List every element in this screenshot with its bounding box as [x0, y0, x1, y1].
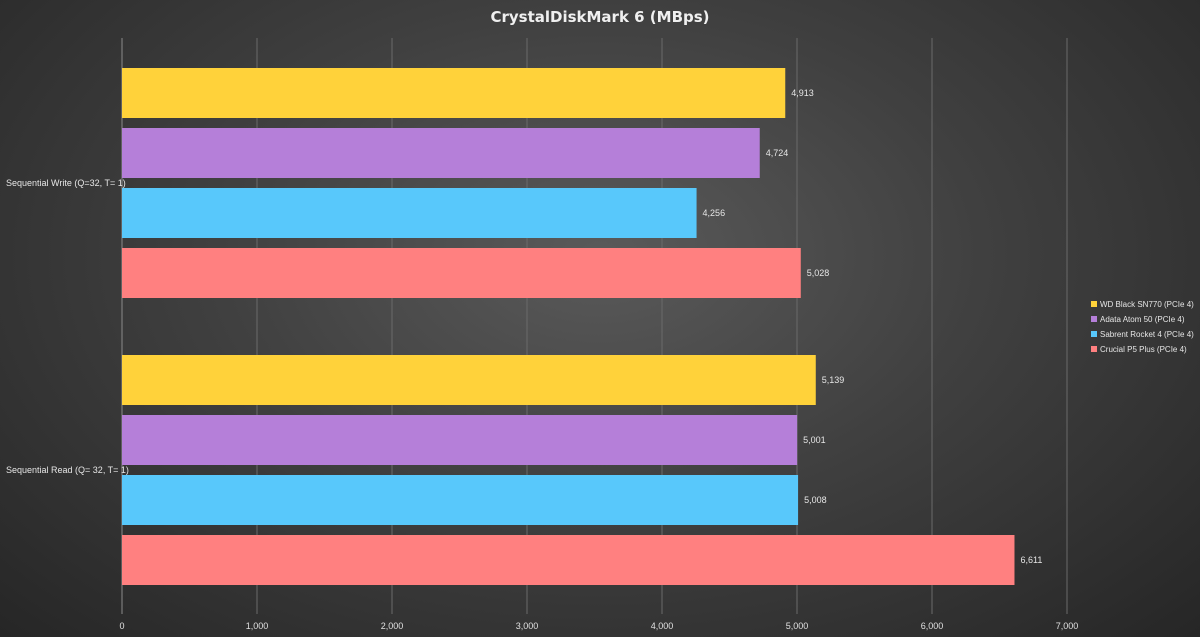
x-tick-label: 0	[119, 621, 124, 631]
legend-swatch	[1091, 316, 1097, 322]
chart-title: CrystalDiskMark 6 (MBps)	[490, 8, 709, 26]
gridlines	[121, 38, 1068, 614]
bar	[122, 415, 798, 465]
category-label: Sequential Read (Q= 32, T= 1)	[6, 465, 129, 475]
legend-label: Sabrent Rocket 4 (PCIe 4)	[1100, 330, 1194, 339]
data-label: 5,008	[804, 495, 827, 505]
x-tick-label: 3,000	[516, 621, 539, 631]
legend-swatch	[1091, 346, 1097, 352]
legend-label: Adata Atom 50 (PCIe 4)	[1100, 315, 1185, 324]
legend-swatch	[1091, 331, 1097, 337]
bar	[122, 68, 786, 118]
bar	[122, 475, 799, 525]
legend-swatch	[1091, 301, 1097, 307]
bar	[122, 128, 760, 178]
x-tick-label: 2,000	[381, 621, 404, 631]
data-label: 5,001	[803, 435, 826, 445]
bar	[122, 535, 1015, 585]
legend-label: WD Black SN770 (PCIe 4)	[1100, 300, 1194, 309]
bar	[122, 248, 801, 298]
x-tick-label: 6,000	[921, 621, 944, 631]
bar	[122, 355, 816, 405]
data-label: 5,028	[807, 268, 830, 278]
bars: 4,913 4,724 4,256 5,028 5,139 5,001 5,008 6,611	[122, 68, 1042, 585]
data-label: 6,611	[1020, 555, 1042, 565]
legend-label: Crucial P5 Plus (PCIe 4)	[1100, 345, 1187, 354]
data-label: 5,139	[822, 375, 845, 385]
x-axis-ticks: 0 1,000 2,000 3,000 4,000 5,000 6,000 7,000	[119, 621, 1078, 631]
legend: WD Black SN770 (PCIe 4) Adata Atom 50 (PC…	[1091, 300, 1194, 354]
data-label: 4,913	[791, 88, 814, 98]
data-label: 4,256	[703, 208, 726, 218]
x-tick-label: 1,000	[246, 621, 269, 631]
x-tick-label: 7,000	[1056, 621, 1079, 631]
bar	[122, 188, 697, 238]
data-label: 4,724	[766, 148, 789, 158]
category-label: Sequential Write (Q=32, T= 1)	[6, 178, 126, 188]
x-tick-label: 5,000	[786, 621, 809, 631]
category-labels: Sequential Write (Q=32, T= 1) Sequential …	[6, 178, 129, 475]
x-tick-label: 4,000	[651, 621, 674, 631]
